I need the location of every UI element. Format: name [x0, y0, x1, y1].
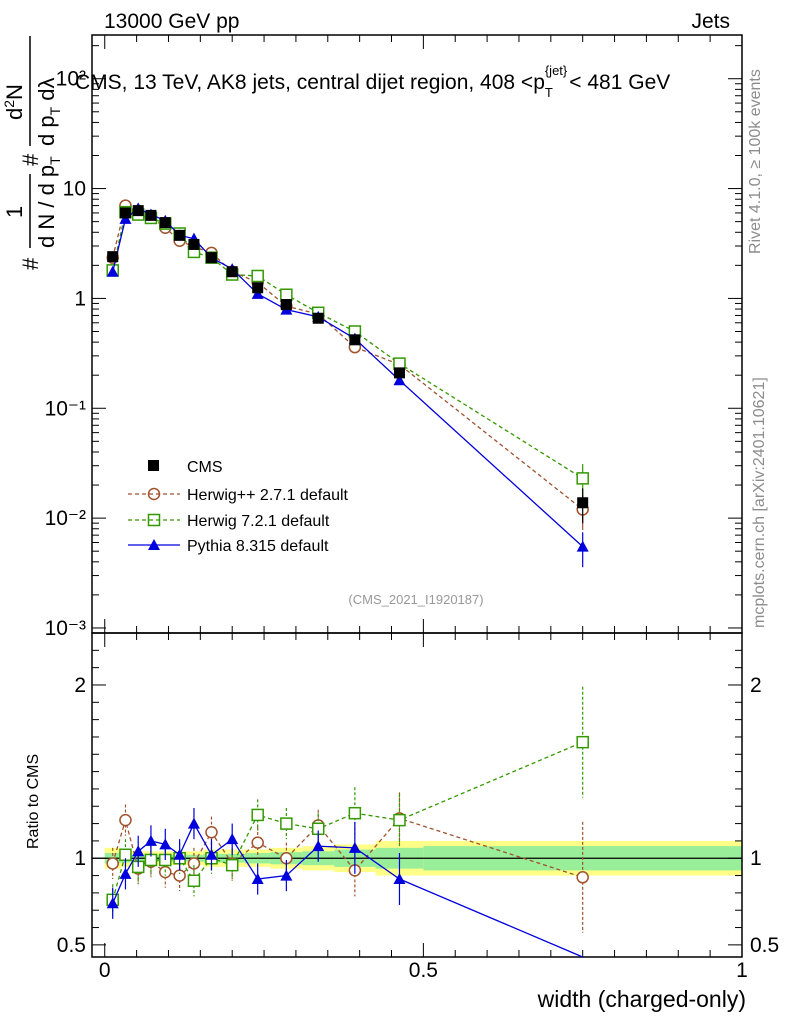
herwig7-point [251, 269, 264, 283]
ratio-frame [91, 632, 743, 958]
main-ylabel: # 1 d N / d pT # d2N d pT dλ [1, 36, 63, 270]
main-ytick-label: 10⁻¹ [45, 397, 86, 420]
svg-text:d N / d pT: d N / d pT [34, 156, 63, 248]
cms-point [159, 217, 171, 229]
ratio-ytick-label-right: 1 [750, 847, 762, 870]
main-ytick-label: 10⁻² [45, 507, 86, 530]
cms-point [119, 207, 131, 219]
ratio-ylabel: Ratio to CMS [25, 754, 42, 849]
legend-herwig7-marker [147, 513, 161, 527]
header-right: Jets [691, 10, 730, 33]
herwig7-ratio-point [187, 874, 201, 888]
ratio-ytick-label-right: 0.5 [750, 934, 779, 957]
herwigpp-ratio-point [187, 857, 201, 870]
main-series [106, 199, 589, 568]
pythia-ratio-point [205, 848, 218, 860]
main-ytick-label: 10 [63, 178, 86, 201]
herwigpp-ratio-point [119, 813, 132, 827]
pythia-point [106, 265, 119, 277]
herwig7-ratio-point [393, 813, 406, 827]
cms-point [226, 266, 238, 278]
herwig7-ratio-point [251, 808, 264, 822]
cms-point [205, 252, 217, 264]
pythia-ratio-point [119, 867, 132, 879]
pythia-ratio-point [280, 869, 293, 881]
cms-point [188, 238, 200, 250]
svg-text:#: # [18, 257, 43, 270]
legend-herwigpp-marker [147, 487, 161, 501]
herwig7-ratio-point [348, 806, 362, 820]
herwigpp-ratio-point [576, 871, 589, 884]
pythia-ratio-point [132, 845, 145, 857]
legend-pythia-label: Pythia 8.315 default [187, 538, 329, 555]
ratio-ytick-label-right: 2 [750, 674, 762, 697]
ratio-ytick-label: 2 [74, 674, 86, 697]
svg-text:1: 1 [2, 206, 27, 218]
pythia-ratio-point [173, 848, 186, 860]
cms-point [132, 205, 144, 217]
pythia-ratio-point [348, 841, 361, 853]
herwig7-ratio-point [280, 817, 293, 830]
herwig7-point [280, 288, 293, 301]
ratio-axes: 0 0.5 10.5 0.51 12 2 [57, 632, 779, 982]
cms-point [174, 229, 186, 241]
pythia-point [393, 374, 406, 386]
mcplots-label: mcplots.cern.ch [arXiv:2401.10621] [751, 377, 768, 628]
pythia-ratio-point [226, 833, 239, 845]
cms-point [393, 367, 405, 379]
herwig7-ratio-point [225, 858, 239, 872]
main-ytick-label: 10⁻³ [45, 617, 86, 640]
legend-cms-label: CMS [187, 459, 223, 476]
watermark: (CMS_2021_I1920187) [348, 592, 483, 607]
ratio-ytick-label: 1 [74, 847, 86, 870]
plot-title: CMS, 13 TeV, AK8 jets, central dijet reg… [75, 63, 670, 100]
cms-point [145, 209, 157, 221]
pythia-ratio-point [312, 840, 325, 852]
cms-point [349, 334, 361, 346]
cms-point [280, 299, 292, 311]
legend-herwig7-label: Herwig 7.2.1 default [187, 513, 330, 530]
legend-pythia-marker [148, 539, 160, 550]
legend: CMS Herwig++ 2.7.1 default Herwig 7.2.1 … [128, 459, 349, 555]
pythia-ratio-point [106, 897, 119, 909]
ratio-xtick-label: 0.5 [409, 959, 438, 982]
herwigpp-ratio-point [173, 869, 186, 882]
pythia-ratio-point [144, 834, 157, 846]
pythia-ratio-point [187, 817, 200, 829]
svg-text:#: # [18, 153, 43, 166]
legend-cms-marker [148, 460, 159, 471]
cms-point [312, 312, 324, 324]
herwigpp-ratio-point [251, 836, 264, 849]
cms-point [577, 497, 589, 509]
herwigpp-ratio-point [106, 857, 119, 870]
pythia-ratio-point [159, 838, 172, 850]
pythia-ratio-point [251, 873, 264, 885]
herwigpp-ratio-point [205, 826, 218, 839]
herwig7-ratio-point [576, 735, 589, 749]
ratio-xtick-label: 0 [99, 959, 111, 982]
header-left: 13000 GeV pp [104, 10, 239, 33]
cms-point [252, 282, 264, 294]
pythia-point [251, 287, 264, 299]
ratio-series [106, 686, 589, 958]
ratio-xtick-label: 1 [736, 959, 748, 982]
herwig7-line [112, 211, 584, 479]
rivet-label: Rivet 4.1.0, ≥ 100k events [747, 69, 764, 254]
legend-herwigpp-label: Herwig++ 2.7.1 default [187, 487, 349, 504]
pythia-point [576, 540, 589, 552]
xlabel: width (charged-only) [537, 986, 746, 1012]
main-axes: 10⁻³ 10⁻² 10⁻¹ 1 10 10² [45, 34, 743, 640]
pythia-ratio-point [393, 873, 406, 885]
cms-point [107, 251, 119, 263]
main-ytick-label: 1 [74, 287, 86, 310]
ratio-ytick-label: 0.5 [57, 934, 86, 957]
main-ytick-label: 10² [56, 68, 86, 91]
herwig7-point [576, 472, 589, 485]
